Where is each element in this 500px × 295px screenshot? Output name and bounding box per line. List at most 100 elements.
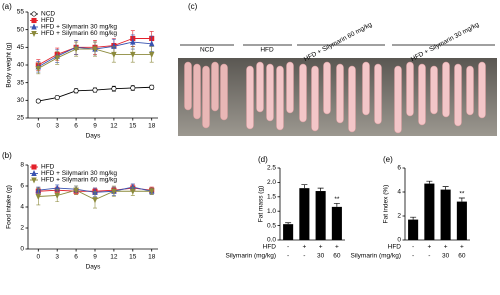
- tissue: [454, 63, 462, 127]
- bar: [315, 191, 326, 240]
- legend-label: HFD + Silymarin 60 mg/kg: [41, 30, 117, 37]
- marker: [35, 65, 42, 73]
- legend-marker: [31, 17, 37, 24]
- panel-label: (a): [2, 2, 12, 11]
- table-cell: +: [335, 244, 339, 251]
- y-tick-label: 25: [17, 115, 25, 122]
- y-tick-label: 6: [397, 165, 401, 172]
- tissue: [418, 63, 426, 126]
- y-axis-label: Fat mass (g): [258, 186, 265, 222]
- marker: [148, 188, 155, 195]
- tissue: [478, 61, 486, 119]
- panel-label: (d): [258, 155, 268, 164]
- table-label: Silymarin (mg/kg): [225, 253, 276, 260]
- legend-marker: [31, 30, 37, 38]
- tissue: [256, 61, 264, 113]
- legend-label: HFD: [41, 17, 55, 24]
- tissue: [311, 65, 319, 132]
- legend-label: HFD: [41, 164, 55, 171]
- group-label: HFD + Silymarin 60 mg/kg: [303, 21, 374, 63]
- error-bar: [426, 180, 433, 184]
- y-tick-label: 1.0: [267, 208, 276, 215]
- error-bar: [442, 186, 449, 190]
- tissue: [442, 61, 450, 118]
- marker: [54, 192, 60, 200]
- error-bar: [410, 216, 417, 220]
- error-bar: [317, 187, 324, 192]
- y-tick-label: 2: [20, 225, 24, 232]
- tissue: [406, 61, 414, 117]
- bar: [408, 219, 419, 240]
- y-tick-label: 45: [17, 44, 25, 51]
- y-tick-label: 8: [20, 162, 24, 169]
- bar: [299, 188, 310, 240]
- x-tick-label: 12: [110, 123, 118, 130]
- error-bar: [285, 222, 292, 225]
- marker: [111, 86, 117, 92]
- tissue: [362, 61, 370, 116]
- x-tick-label: 6: [74, 123, 78, 130]
- tissue: [466, 65, 474, 116]
- tissue: [394, 65, 402, 134]
- marker: [130, 51, 136, 58]
- marker: [149, 84, 155, 90]
- table-cell: -: [428, 253, 430, 260]
- legend-marker: [31, 23, 37, 30]
- tissue: [220, 63, 228, 121]
- table-cell: 30: [442, 253, 450, 260]
- tissue: [299, 63, 307, 123]
- tissue: [184, 61, 192, 111]
- table-cell: +: [444, 244, 448, 251]
- table-cell: +: [460, 244, 464, 251]
- y-tick-label: 55: [17, 9, 25, 16]
- table-cell: -: [412, 244, 414, 251]
- y-axis-label: Fat index (%): [383, 185, 390, 224]
- marker: [111, 188, 117, 195]
- y-tick-label: 2.5: [267, 165, 276, 172]
- table-label: HFD: [388, 244, 402, 251]
- tissue: [246, 65, 254, 130]
- x-tick-label: 0: [36, 123, 40, 130]
- panel-label: (e): [383, 155, 393, 164]
- group-label: NCD: [200, 47, 214, 54]
- marker: [35, 98, 41, 104]
- x-tick-label: 6: [74, 254, 78, 261]
- table-cell: 30: [317, 253, 325, 260]
- x-axis-label: Days: [86, 264, 102, 271]
- x-tick-label: 12: [110, 254, 118, 261]
- x-tick-label: 18: [148, 254, 156, 261]
- marker: [92, 46, 98, 53]
- y-tick-label: 0.5: [267, 222, 276, 229]
- marker: [54, 55, 60, 62]
- marker: [35, 193, 42, 201]
- y-tick-label: 40: [17, 62, 25, 69]
- y-tick-label: 50: [17, 26, 25, 33]
- y-tick-label: 4: [20, 204, 24, 211]
- table-cell: -: [287, 244, 289, 251]
- legend-label: NCD: [41, 11, 55, 18]
- tissue: [193, 63, 201, 120]
- marker: [54, 94, 60, 101]
- x-axis-label: Days: [86, 133, 102, 140]
- group-label: HFD + Silymarin 30 mg/kg: [410, 21, 481, 63]
- x-tick-label: 15: [129, 254, 137, 261]
- marker: [111, 51, 117, 58]
- tissue: [374, 63, 382, 125]
- legend-label: HFD + Silymarin 30 mg/kg: [41, 24, 117, 31]
- table-cell: +: [427, 244, 431, 251]
- panel-label: (b): [2, 151, 12, 160]
- x-tick-label: 15: [129, 123, 137, 130]
- error-bar: [458, 197, 465, 202]
- marker: [73, 88, 79, 94]
- x-tick-label: 3: [55, 254, 59, 261]
- marker: [148, 40, 155, 47]
- y-tick-label: 2: [397, 213, 401, 220]
- bar: [424, 183, 435, 240]
- tissue: [323, 61, 331, 115]
- tissue: [266, 63, 274, 122]
- marker: [130, 188, 136, 195]
- significance: **: [334, 196, 340, 203]
- significance: **: [459, 191, 465, 198]
- x-tick-label: 9: [93, 123, 97, 130]
